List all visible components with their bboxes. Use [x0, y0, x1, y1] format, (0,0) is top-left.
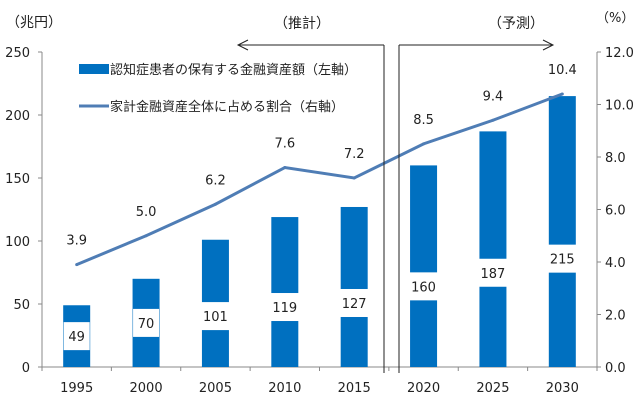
bar-label-box: [63, 322, 90, 351]
bar-label: 119: [272, 301, 297, 316]
bar: [271, 217, 299, 367]
bar-label-box: [133, 308, 160, 337]
arrow-right-icon: [542, 39, 555, 51]
line-label: 3.9: [66, 234, 87, 249]
forecast-label: （予測）: [488, 16, 544, 32]
line-point: [422, 142, 426, 146]
bar: [548, 96, 576, 367]
left-tick-label: 100: [5, 235, 30, 250]
line-label: 8.5: [413, 113, 434, 128]
x-tick-label: 2005: [199, 381, 232, 396]
line-label: 10.4: [548, 63, 577, 78]
line-label: 6.2: [205, 173, 226, 188]
line-label: 7.6: [274, 137, 295, 152]
bar-label-box: [337, 288, 372, 317]
left-tick-label: 250: [5, 46, 30, 61]
line-point: [560, 92, 564, 96]
arrow-left-icon: [236, 39, 249, 51]
line-point: [491, 118, 495, 122]
line-point: [75, 263, 79, 267]
line-point: [283, 166, 287, 169]
line-label: 9.4: [483, 89, 504, 104]
line-label: 7.2: [344, 147, 365, 162]
bar: [479, 131, 507, 367]
x-tick-label: 2000: [130, 381, 163, 396]
bar-label-box: [267, 293, 302, 322]
bar-label: 101: [203, 310, 228, 325]
line-label: 5.0: [136, 205, 157, 220]
x-tick-label: 1995: [60, 381, 93, 396]
x-tick-label: 2030: [546, 381, 579, 396]
bar-label: 160: [411, 280, 436, 295]
estimate-label: （推計）: [274, 16, 330, 32]
x-tick-label: 2025: [476, 381, 509, 396]
right-axis-label: （%）: [596, 11, 634, 26]
legend-bar-swatch: [79, 64, 109, 74]
left-tick-label: 150: [5, 172, 30, 187]
left-tick-label: 200: [5, 109, 30, 124]
line-point: [352, 176, 356, 180]
left-tick-label: 50: [13, 298, 30, 313]
line-point: [213, 202, 217, 206]
x-tick-label: 2010: [268, 381, 301, 396]
bar-label: 215: [550, 253, 575, 268]
bar-label: 187: [481, 267, 506, 282]
right-tick-label: 0.0: [605, 361, 626, 376]
x-tick-label: 2020: [407, 381, 440, 396]
left-axis-label: （兆円）: [6, 15, 62, 31]
bar-label: 127: [342, 297, 367, 312]
bar-label-box: [545, 244, 580, 273]
legend-bar-label: 認知症患者の保有する金融資産額（左軸）: [110, 62, 357, 78]
bar: [410, 165, 438, 367]
left-tick-label: 0: [22, 361, 30, 376]
bar-label-box: [475, 258, 510, 287]
right-tick-label: 12.0: [605, 46, 634, 61]
right-tick-label: 8.0: [605, 151, 626, 166]
right-tick-label: 6.0: [605, 204, 626, 219]
bar-label: 49: [68, 330, 85, 345]
bar-label-box: [198, 302, 233, 331]
line-point: [144, 234, 148, 238]
right-tick-label: 2.0: [605, 309, 626, 324]
bar-label-box: [406, 272, 441, 301]
right-tick-label: 10.0: [605, 99, 634, 114]
right-tick-label: 4.0: [605, 256, 626, 271]
x-tick-label: 2015: [338, 381, 371, 396]
legend-line-label: 家計金融資産全体に占める割合（右軸）: [110, 99, 344, 115]
bar-label: 70: [138, 317, 155, 332]
bar: [340, 206, 368, 367]
line-series: [76, 92, 563, 267]
